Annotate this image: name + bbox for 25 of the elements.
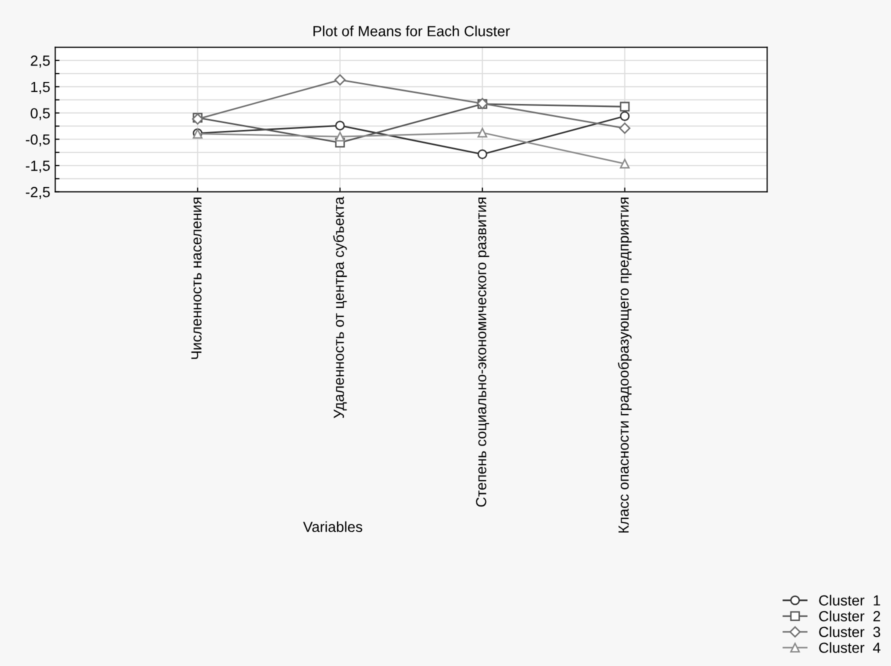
point — [334, 74, 346, 86]
x-tick-label: Класс опасности градообразующего предприятия — [618, 198, 632, 533]
x-axis-title: Variables — [303, 521, 362, 532]
y-tick-label: 0,5 — [30, 108, 50, 120]
x-tick-label: Степень социально-экономического развития — [476, 198, 490, 507]
point — [619, 122, 630, 134]
legend-label: Cluster 3 — [819, 626, 880, 638]
point — [478, 149, 488, 160]
point — [620, 111, 630, 121]
point — [620, 158, 630, 169]
y-tick-label: -0,5 — [26, 134, 50, 146]
legend-label: Cluster 1 — [819, 594, 880, 606]
point — [335, 132, 345, 142]
point — [335, 120, 345, 130]
y-tick-label: -2,5 — [26, 186, 50, 199]
y-tick-label: -1,5 — [26, 160, 50, 173]
legend-label: Cluster 2 — [819, 610, 880, 622]
x-tick-label: Численность населения — [191, 198, 202, 359]
x-tick-label: Удаленность от центра субъекта — [333, 196, 347, 418]
point — [620, 102, 630, 112]
chart-title: Plot of Means for Each Cluster — [314, 26, 510, 36]
point — [478, 128, 488, 138]
y-tick-label: 2,5 — [30, 56, 50, 68]
y-tick-label: 1,5 — [31, 82, 50, 94]
legend-label: Cluster 4 — [819, 642, 880, 653]
